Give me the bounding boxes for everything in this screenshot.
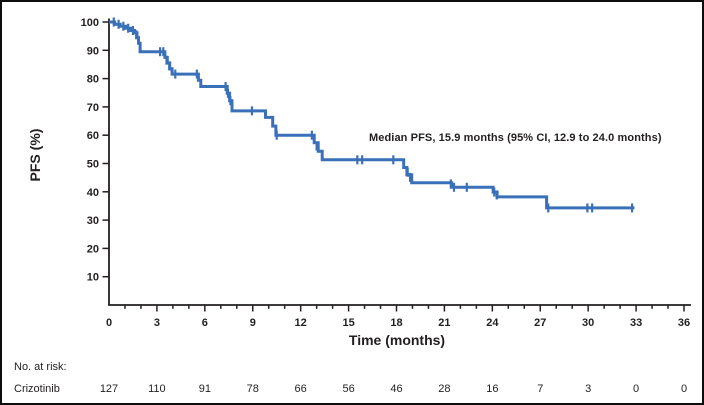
x-tick-label: 21	[438, 317, 450, 329]
x-tick-label: 3	[154, 317, 160, 329]
median-pfs-annotation: Median PFS, 15.9 months (95% CI, 12.9 to…	[369, 132, 662, 144]
at-risk-values-row: 127 110 91 78 66 56 46 28 16 7 3 0 0	[2, 383, 702, 399]
y-tick-label: 30	[87, 215, 99, 227]
x-tick-label: 15	[342, 317, 354, 329]
at-risk-count: 7	[537, 383, 544, 395]
at-risk-count: 46	[390, 383, 403, 395]
x-tick-label: 27	[534, 317, 546, 329]
x-tick-label: 12	[295, 317, 307, 329]
at-risk-count: 56	[342, 383, 355, 395]
km-curve	[109, 20, 635, 210]
x-axis-title: Time (months)	[348, 332, 446, 348]
y-tick-label: 80	[87, 74, 99, 86]
at-risk-count: 16	[486, 383, 499, 395]
at-risk-count: 78	[246, 383, 259, 395]
y-tick-label: 60	[87, 130, 99, 142]
at-risk-header: No. at risk:	[14, 361, 67, 373]
y-tick-label: 50	[87, 159, 99, 171]
x-tick-label: 30	[582, 317, 594, 329]
at-risk-count: 28	[438, 383, 451, 395]
x-tick-label: 36	[678, 317, 690, 329]
x-tick-label: 18	[390, 317, 402, 329]
y-tick-label: 20	[87, 243, 99, 255]
x-tick-label: 6	[202, 317, 208, 329]
y-tick-label: 40	[87, 187, 99, 199]
at-risk-count: 91	[198, 383, 211, 395]
y-tick-label: 10	[87, 272, 99, 284]
x-tick-label: 9	[250, 317, 256, 329]
at-risk-row-label: Crizotinib	[14, 383, 60, 395]
at-risk-count: 0	[680, 383, 688, 395]
y-axis-title: PFS (%)	[27, 128, 43, 182]
x-tick-label: 33	[630, 317, 642, 329]
at-risk-count: 0	[633, 383, 640, 395]
x-tick-label: 24	[486, 317, 499, 329]
at-risk-count: 66	[294, 383, 307, 395]
at-risk-count: 127	[99, 383, 119, 395]
y-tick-label: 90	[87, 45, 99, 57]
at-risk-count: 3	[585, 383, 592, 395]
at-risk-count: 110	[148, 383, 166, 395]
y-tick-label: 100	[81, 17, 99, 29]
x-tick-label: 0	[106, 317, 112, 329]
y-tick-label: 70	[87, 102, 99, 114]
